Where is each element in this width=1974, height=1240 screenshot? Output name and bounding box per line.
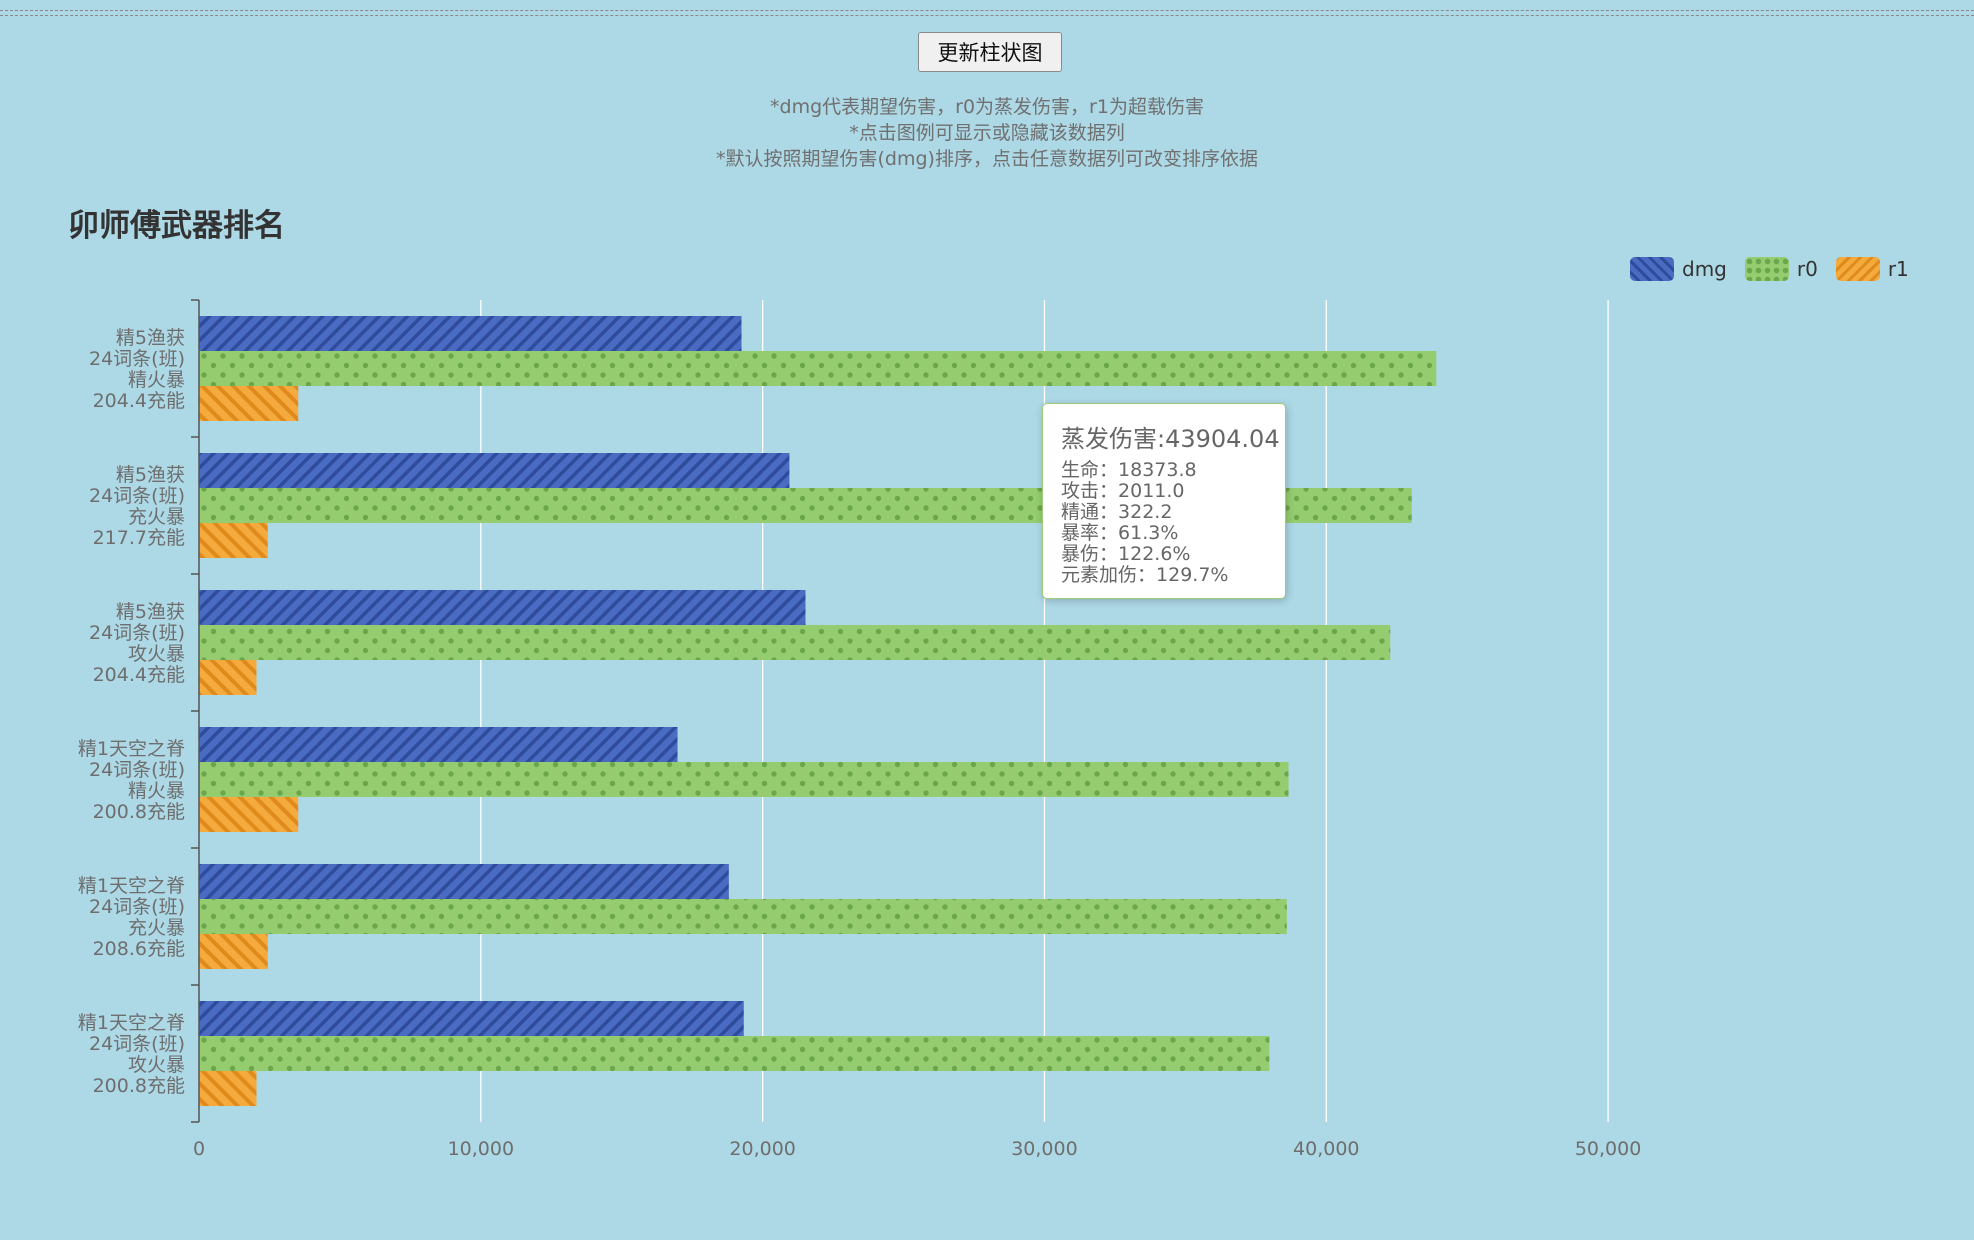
y-category-label: 攻火暴 [128, 643, 185, 665]
tooltip-label: 精通： [1061, 501, 1119, 523]
bar-dmg[interactable] [199, 727, 678, 762]
x-tick-label: 30,000 [1011, 1138, 1077, 1160]
y-category-label: 精火暴 [128, 780, 185, 802]
y-category-label: 200.8充能 [93, 801, 185, 823]
y-category-label: 200.8充能 [93, 1075, 185, 1097]
y-category-label: 24词条(班) [89, 485, 185, 507]
legend-item-dmg[interactable]: dmg [1630, 257, 1727, 281]
chart-legend: dmg r0 r1 [1630, 254, 1909, 284]
x-tick-label: 20,000 [729, 1138, 795, 1160]
legend-item-r0[interactable]: r0 [1744, 257, 1818, 281]
diagonal-stripe-swatch-icon [1835, 257, 1880, 281]
data-tooltip: 蒸发伤害:43904.04 生命：18373.8 攻击：2011.0 精通：32… [1042, 403, 1286, 599]
tooltip-label: 暴率： [1061, 522, 1119, 544]
y-category-label: 24词条(班) [89, 759, 185, 781]
bar-r0[interactable] [199, 1036, 1270, 1071]
y-category-label: 精1天空之脊 [78, 875, 185, 897]
y-category-label: 精5渔获 [116, 464, 185, 486]
bar-r1[interactable] [199, 1071, 257, 1106]
y-category-label: 精1天空之脊 [78, 738, 185, 760]
bar-r0[interactable] [199, 625, 1391, 660]
tooltip-label: 元素加伤： [1061, 564, 1157, 586]
y-category-label: 24词条(班) [89, 348, 185, 370]
note-line: *点击图例可显示或隐藏该数据列 [849, 122, 1125, 144]
y-category-label: 208.6充能 [93, 938, 185, 960]
tooltip-value: 2011.0 [1118, 480, 1185, 502]
legend-label-r0: r0 [1796, 257, 1818, 281]
tooltip-title: 蒸发伤害:43904.04 [1061, 425, 1280, 453]
y-category-label: 204.4充能 [93, 390, 185, 412]
update-chart-button[interactable]: 更新柱状图 [918, 32, 1062, 72]
y-category-label: 充火暴 [128, 506, 185, 528]
y-category-label: 精5渔获 [116, 601, 185, 623]
y-category-label: 24词条(班) [89, 1033, 185, 1055]
bar-dmg[interactable] [199, 1001, 744, 1036]
y-category-label: 24词条(班) [89, 896, 185, 918]
bar-r1[interactable] [199, 523, 268, 558]
bar-dmg[interactable] [199, 590, 806, 625]
bar-r1[interactable] [199, 934, 268, 969]
legend-item-r1[interactable]: r1 [1835, 257, 1909, 281]
y-category-label: 攻火暴 [128, 1054, 185, 1076]
y-category-label: 充火暴 [128, 917, 185, 939]
diagonal-stripe-swatch-icon [1630, 257, 1674, 281]
bar-dmg[interactable] [199, 316, 742, 351]
x-tick-label: 0 [193, 1138, 205, 1160]
bar-r1[interactable] [199, 797, 299, 832]
x-tick-label: 10,000 [448, 1138, 514, 1160]
note-line: *默认按照期望伤害(dmg)排序，点击任意数据列可改变排序依据 [716, 148, 1258, 170]
note-line: *dmg代表期望伤害，r0为蒸发伤害，r1为超载伤害 [770, 96, 1204, 118]
legend-label-r1: r1 [1887, 257, 1909, 281]
tooltip-row: 生命：18373.8 [1061, 460, 1285, 481]
tooltip-label: 暴伤： [1061, 543, 1119, 565]
y-category-label: 精火暴 [128, 369, 185, 391]
y-category-label: 精5渔获 [116, 327, 185, 349]
bar-dmg[interactable] [199, 864, 729, 899]
dot-pattern-swatch-icon [1744, 257, 1789, 281]
bar-r0[interactable] [199, 899, 1287, 934]
bar-r1[interactable] [199, 660, 257, 695]
legend-label-dmg: dmg [1682, 257, 1727, 281]
top-divider [0, 10, 1974, 16]
tooltip-row: 暴伤：122.6% [1061, 544, 1285, 565]
x-tick-label: 40,000 [1293, 1138, 1359, 1160]
tooltip-value: 122.6% [1118, 543, 1191, 565]
tooltip-value: 18373.8 [1118, 459, 1197, 481]
y-category-label: 217.7充能 [93, 527, 185, 549]
tooltip-row: 攻击：2011.0 [1061, 481, 1285, 502]
chart-notes: *dmg代表期望伤害，r0为蒸发伤害，r1为超载伤害 *点击图例可显示或隐藏该数… [0, 94, 1974, 172]
x-tick-label: 50,000 [1575, 1138, 1641, 1160]
chart-title: 卯师傅武器排名 [68, 208, 285, 244]
bar-r0[interactable] [199, 762, 1289, 797]
tooltip-value: 322.2 [1118, 501, 1173, 523]
tooltip-row: 暴率：61.3% [1061, 523, 1285, 544]
tooltip-value: 129.7% [1156, 564, 1229, 586]
tooltip-row: 元素加伤：129.7% [1061, 565, 1285, 586]
bar-r0[interactable] [199, 351, 1437, 386]
tooltip-row: 精通：322.2 [1061, 502, 1285, 523]
y-category-label: 精1天空之脊 [78, 1012, 185, 1034]
y-category-label: 24词条(班) [89, 622, 185, 644]
tooltip-label: 攻击： [1061, 480, 1119, 502]
tooltip-value: 61.3% [1118, 522, 1179, 544]
bar-dmg[interactable] [199, 453, 790, 488]
bar-r1[interactable] [199, 386, 299, 421]
y-category-label: 204.4充能 [93, 664, 185, 686]
tooltip-label: 生命： [1061, 459, 1119, 481]
